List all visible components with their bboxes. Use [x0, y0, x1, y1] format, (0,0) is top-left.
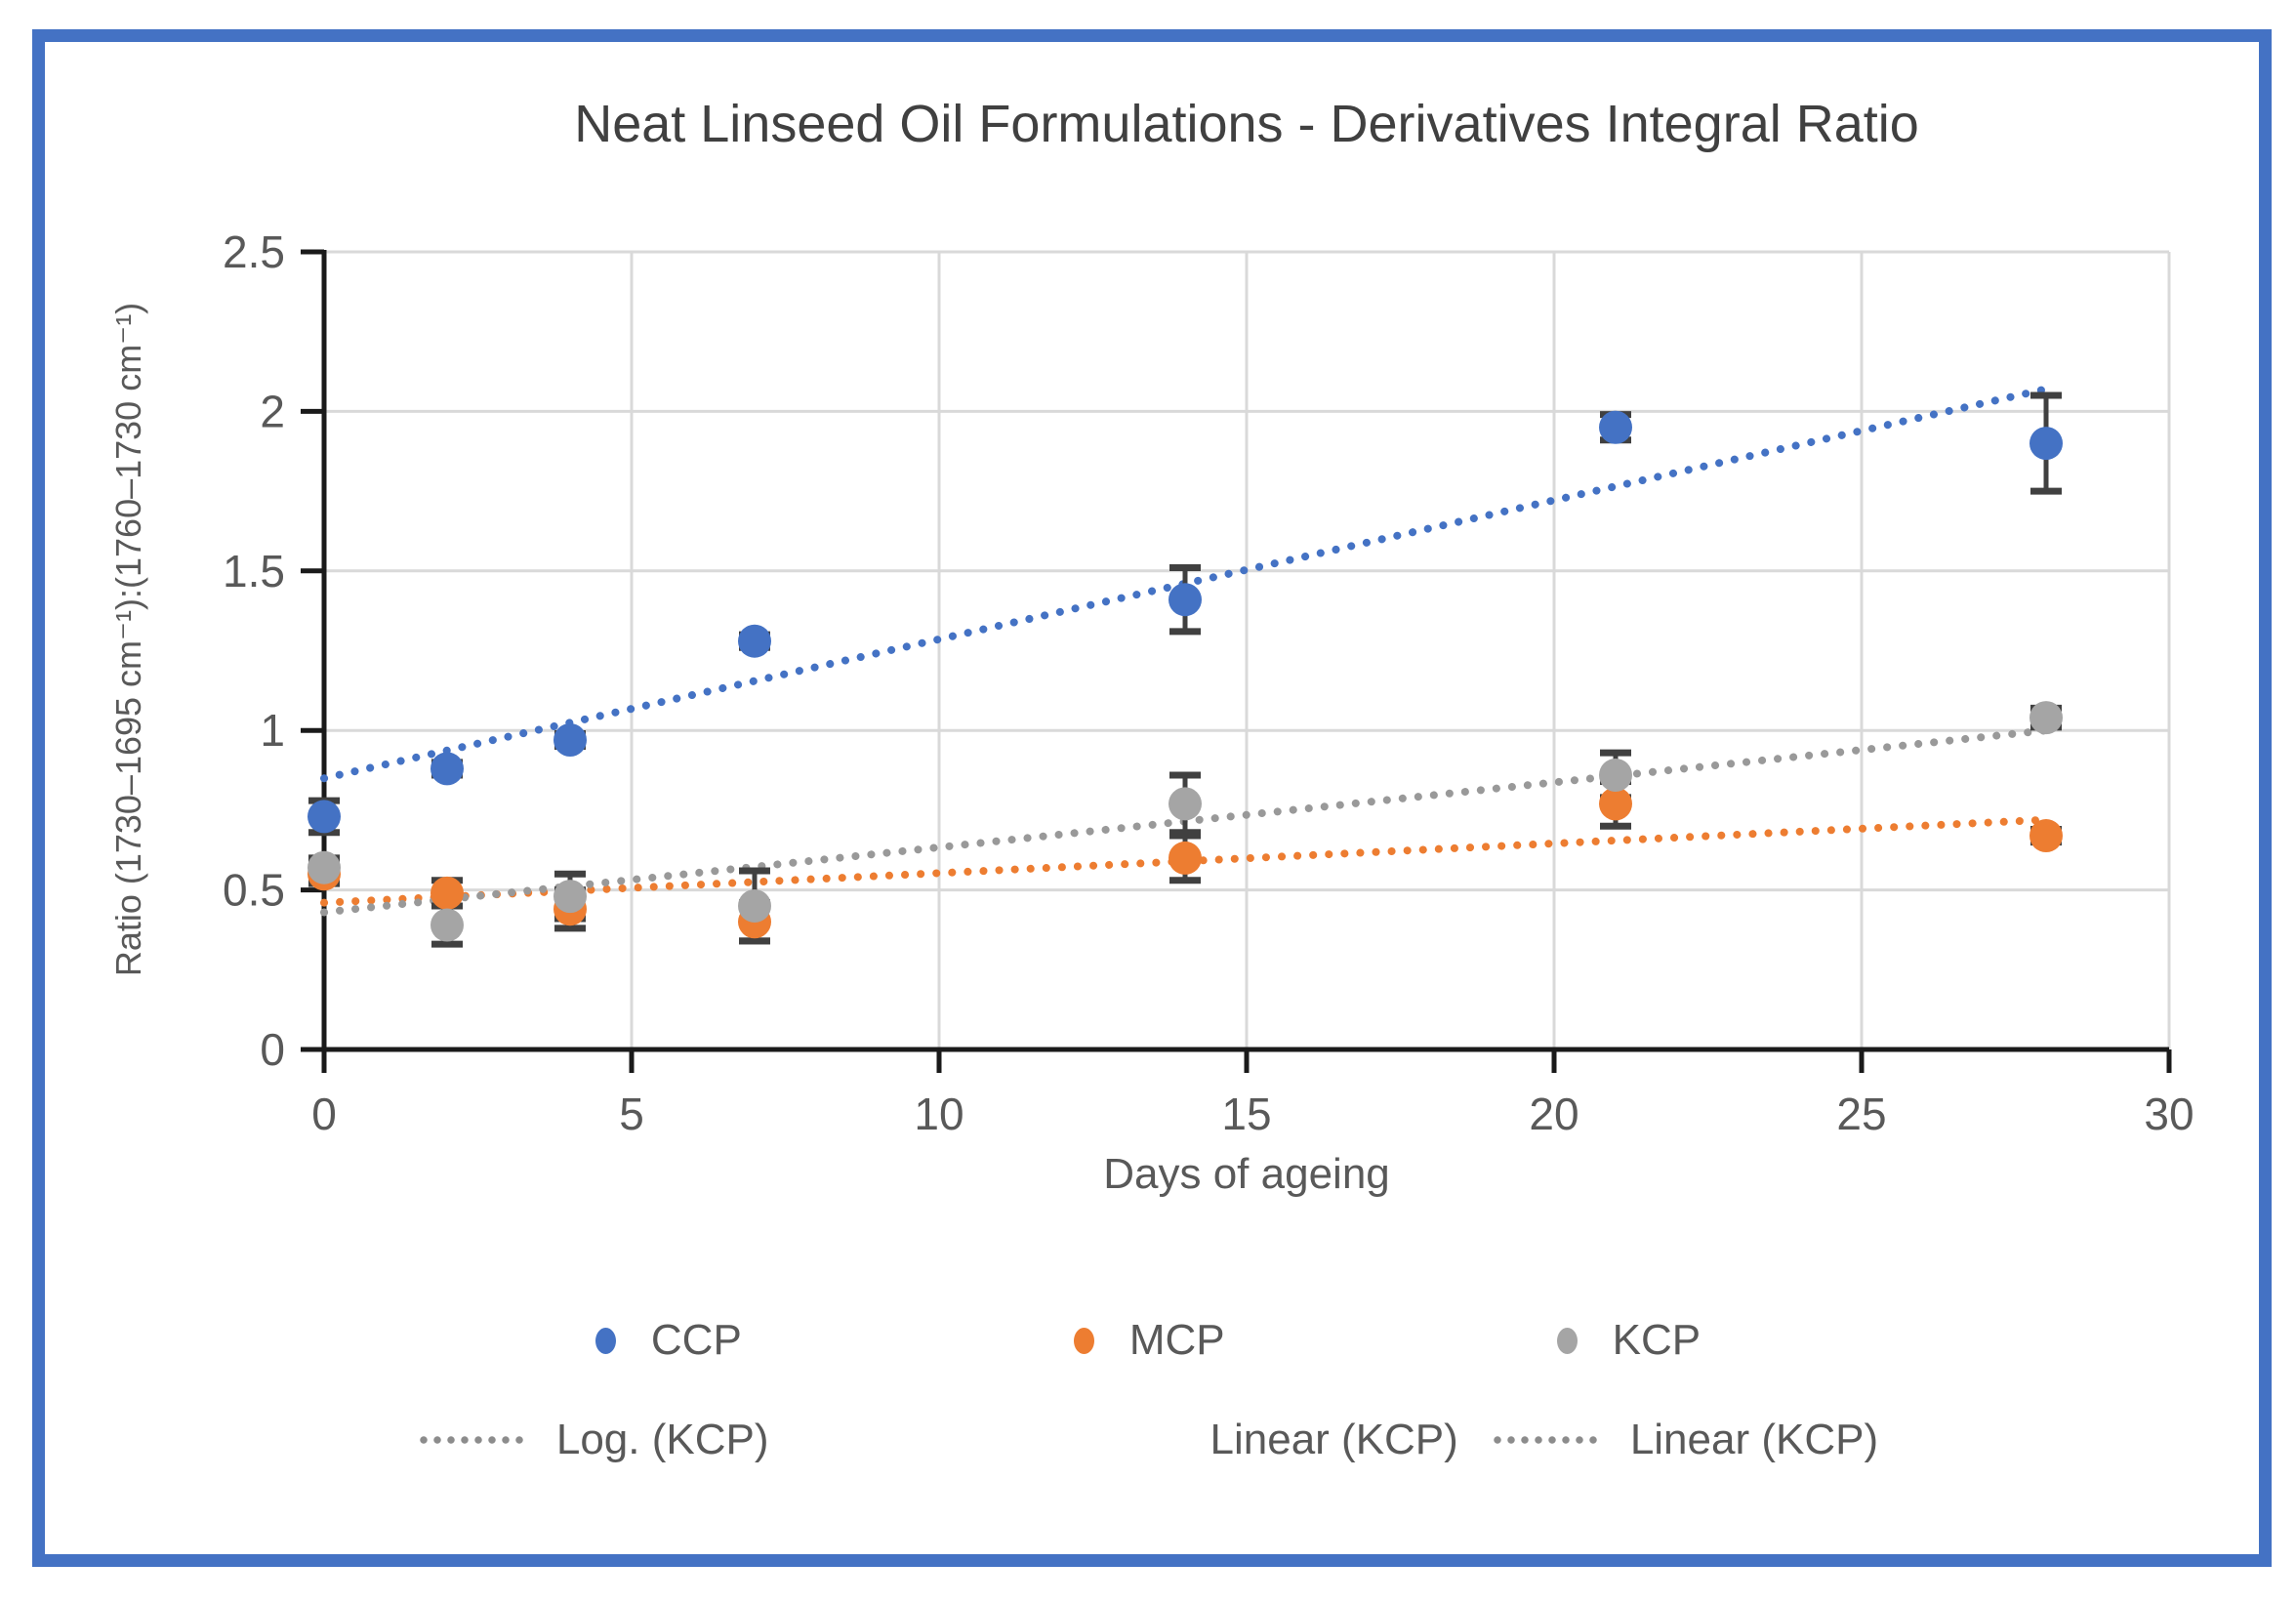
kcp-marker-icon	[1556, 1327, 1578, 1354]
series-CCP	[308, 410, 2063, 834]
legend-item-linear-kcp-2[interactable]: Linear (KCP)	[1491, 1416, 1879, 1464]
dotted-line-icon	[1491, 1436, 1601, 1444]
legend-item-ccp[interactable]: CCP	[594, 1316, 742, 1365]
legend-label: MCP	[1128, 1316, 1225, 1364]
point-KCP-day28	[2030, 701, 2063, 735]
point-CCP-day2	[430, 752, 464, 786]
legend-item-kcp[interactable]: KCP	[1556, 1316, 1702, 1365]
point-MCP-day14	[1168, 841, 1202, 875]
svg-text:0: 0	[311, 1089, 337, 1139]
point-CCP-day0	[308, 800, 341, 834]
svg-text:30: 30	[2144, 1089, 2194, 1139]
point-MCP-day2	[430, 876, 464, 910]
chart-border	[32, 29, 2272, 1567]
point-KCP-day4	[554, 880, 587, 914]
legend-label: Linear (KCP)	[1629, 1416, 1879, 1463]
svg-text:1.5: 1.5	[223, 546, 285, 596]
legend-row-trendlines: Log. (KCP) Linear (KCP) Linear (KCP)	[417, 1416, 1879, 1464]
svg-text:20: 20	[1529, 1089, 1578, 1139]
mcp-marker-icon	[1073, 1327, 1094, 1354]
svg-text:10: 10	[914, 1089, 964, 1139]
legend-label: Log. (KCP)	[555, 1416, 769, 1463]
legend-row-series: CCP MCP KCP	[594, 1316, 1702, 1365]
tick-labels: 0 5 10 15 20 25 30 0 0.5 1 1.5 2 2.5	[223, 226, 2194, 1139]
point-KCP-day7	[738, 888, 771, 923]
point-KCP-day2	[430, 908, 464, 942]
ccp-marker-icon	[594, 1327, 616, 1354]
legend-label: KCP	[1612, 1316, 1702, 1364]
point-CCP-day4	[554, 723, 587, 758]
point-CCP-day14	[1168, 583, 1202, 617]
svg-text:2: 2	[260, 386, 285, 436]
point-MCP-day21	[1599, 787, 1632, 821]
axes	[301, 249, 2172, 1073]
point-KCP-day21	[1599, 758, 1632, 792]
x-axis-title: Days of ageing	[1103, 1150, 1390, 1198]
gridlines	[324, 250, 2171, 1049]
legend-label: CCP	[650, 1316, 742, 1364]
point-CCP-day21	[1599, 410, 1632, 444]
chart-title: Neat Linseed Oil Formulations - Derivati…	[574, 95, 1919, 153]
svg-text:15: 15	[1221, 1089, 1271, 1139]
point-CCP-day7	[738, 624, 771, 658]
legend-item-log-kcp[interactable]: Log. (KCP)	[417, 1416, 769, 1464]
svg-text:0.5: 0.5	[223, 865, 285, 916]
svg-text:1: 1	[260, 705, 285, 756]
series-KCP	[308, 701, 2063, 942]
svg-text:25: 25	[1836, 1089, 1886, 1139]
y-axis-title: Ratio (1730–1695 cm⁻¹):(1760–1730 cm⁻¹)	[108, 302, 148, 977]
legend-item-mcp[interactable]: MCP	[1073, 1316, 1225, 1365]
dotted-line-icon	[417, 1436, 527, 1444]
svg-text:5: 5	[619, 1089, 644, 1139]
svg-text:2.5: 2.5	[223, 226, 285, 277]
point-CCP-day28	[2030, 427, 2063, 461]
legend-label: Linear (KCP)	[1210, 1416, 1458, 1463]
point-KCP-day0	[308, 850, 341, 884]
svg-text:0: 0	[260, 1024, 285, 1075]
point-MCP-day28	[2030, 819, 2063, 853]
legend: CCP MCP KCP Log. (KCP) Linear (KCP)	[0, 1316, 2296, 1464]
legend-item-linear-kcp-1[interactable]: Linear (KCP)	[1072, 1416, 1458, 1464]
point-KCP-day14	[1168, 787, 1202, 821]
